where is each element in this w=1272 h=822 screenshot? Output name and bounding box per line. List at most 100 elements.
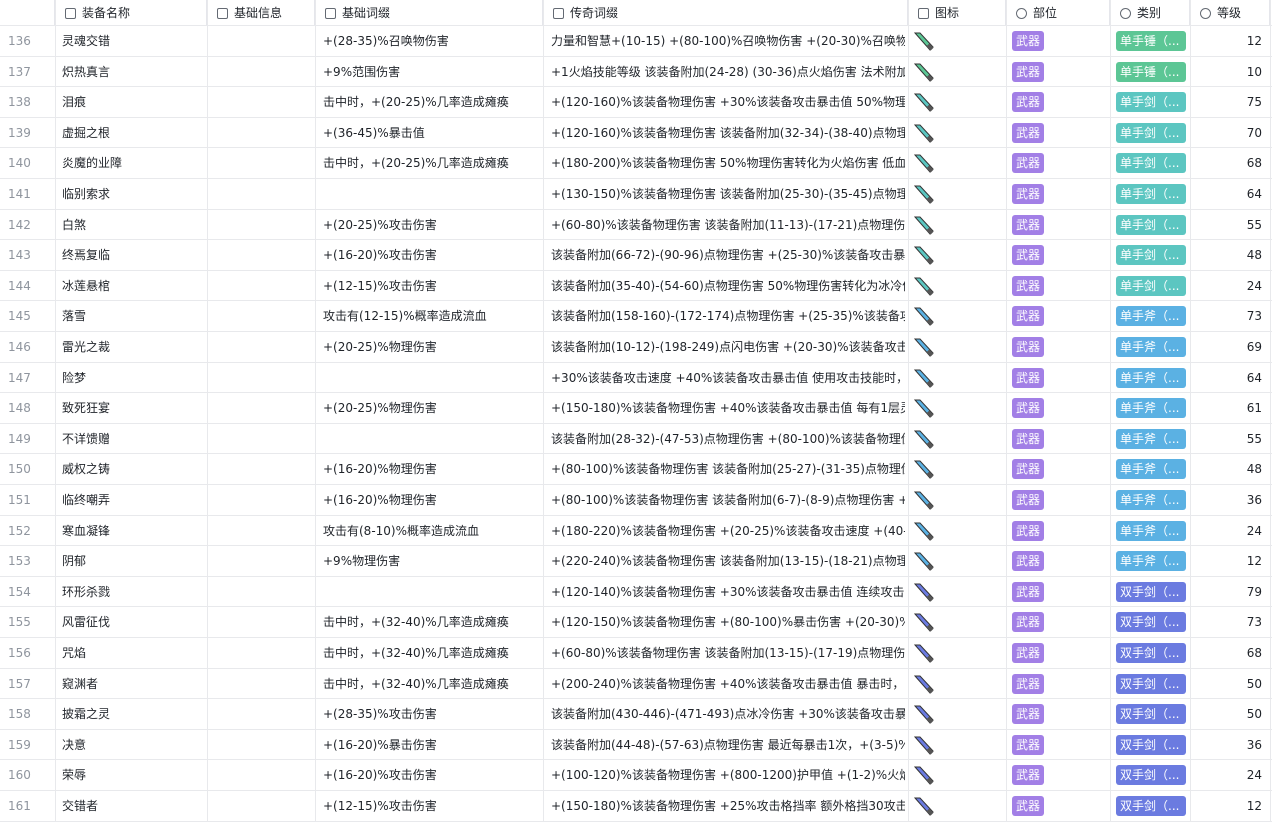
slot-tag: 武器	[1012, 306, 1045, 327]
row-line	[0, 637, 1272, 638]
legend-affix: +(180-200)%该装备物理伤害 50%物理伤害转化为火焰伤害 低血时…	[551, 156, 905, 171]
level: 36	[1246, 493, 1262, 507]
base-affix: +9%范围伤害	[323, 64, 401, 79]
legend-affix: +(80-100)%该装备物理伤害 该装备附加(25-27)-(31-35)点物…	[551, 462, 905, 477]
equipment-name: 临终嘲弄	[62, 493, 111, 507]
icon-art	[913, 338, 934, 357]
row-line	[0, 484, 1272, 485]
level: 24	[1246, 278, 1262, 293]
slot-tag: 武器	[1012, 122, 1045, 143]
legend-affix: +(180-220)%该装备物理伤害 +(20-25)%该装备攻击速度 +(40…	[551, 523, 905, 538]
slot-tag: 武器	[1012, 61, 1045, 82]
column-header[interactable]: 传奇词缀	[543, 0, 908, 26]
icon-art	[913, 32, 934, 51]
item-icon	[912, 642, 936, 664]
category-tag: 单手剑（...	[1116, 245, 1186, 266]
base-affix: +(28-35)%召唤物伤害	[323, 34, 449, 48]
equipment-name: 白煞	[62, 217, 87, 232]
item-icon	[912, 244, 936, 266]
item-icon	[912, 520, 936, 542]
column-type-icon	[217, 8, 228, 19]
column-header[interactable]: 部位	[1006, 0, 1110, 26]
row-number: 139	[8, 125, 31, 140]
item-icon	[912, 30, 936, 52]
column-type-icon	[918, 8, 929, 19]
category-tag: 双手剑（...	[1116, 581, 1186, 602]
slot-tag: 武器	[1012, 275, 1045, 296]
slot-tag: 武器	[1012, 245, 1045, 266]
row-line	[0, 575, 1272, 577]
row-line	[0, 790, 1272, 791]
icon-art	[913, 246, 934, 265]
row-number: 156	[8, 646, 31, 660]
slot-tag: 武器	[1012, 490, 1045, 510]
column-type-icon	[325, 8, 336, 19]
category-tag: 单手剑（...	[1116, 184, 1186, 204]
row-line	[0, 269, 1272, 271]
base-affix: 击中时，+(32-40)%几率造成瘫痪	[323, 676, 509, 691]
slot-tag: 武器	[1012, 92, 1045, 113]
legend-affix: 该装备附加(66-72)-(90-96)点物理伤害 +(25-30)%该装备攻击…	[551, 248, 905, 263]
legend-affix: 该装备附加(28-32)-(47-53)点物理伤害 +(80-100)%该装备物…	[551, 431, 905, 446]
legend-affix: +(130-150)%该装备物理伤害 该装备附加(25-30)-(35-45)点…	[551, 187, 905, 201]
equipment-name: 落雪	[62, 309, 87, 324]
category-tag: 单手剑（...	[1116, 92, 1186, 113]
column-type-icon	[553, 8, 564, 19]
slot-tag: 武器	[1012, 398, 1045, 419]
icon-art	[913, 613, 934, 633]
equipment-name: 雷光之裁	[62, 340, 111, 354]
row-line	[0, 422, 1272, 424]
header-text: 装备名称	[82, 6, 131, 20]
level: 12	[1246, 554, 1262, 569]
column-type-icon	[1200, 8, 1211, 19]
column-header[interactable]: 等级	[1190, 0, 1270, 26]
base-affix: +(16-20)%攻击伤害	[323, 248, 437, 263]
icon-art	[913, 185, 934, 204]
column-header[interactable]: 基础词缀	[315, 0, 543, 26]
base-affix: +(12-15)%攻击伤害	[323, 278, 437, 293]
row-line	[0, 178, 1272, 179]
item-icon	[912, 397, 936, 419]
row-number: 140	[8, 156, 31, 171]
row-number: 157	[8, 676, 31, 691]
row-line	[0, 698, 1272, 700]
equipment-name: 寒血凝锋	[62, 523, 111, 538]
category-tag: 单手斧（...	[1116, 459, 1186, 480]
icon-art	[913, 552, 934, 571]
item-icon	[912, 122, 936, 144]
row-line	[0, 116, 1272, 118]
icon-art	[913, 644, 934, 663]
column-header[interactable]: 基础信息	[207, 0, 315, 26]
equipment-name: 不详馈赠	[62, 431, 111, 446]
equipment-name: 临别索求	[62, 187, 111, 201]
column-header[interactable]: 装备名称	[55, 0, 207, 26]
legend-affix: 该装备附加(10-12)-(198-249)点闪电伤害 +(20-30)%该装备…	[551, 340, 905, 354]
column-header[interactable]: 类别	[1110, 0, 1190, 26]
level: 61	[1246, 401, 1262, 416]
row-number: 160	[8, 768, 31, 783]
row-number: 151	[8, 493, 31, 507]
column-line	[1270, 0, 1271, 822]
slot-tag: 武器	[1012, 459, 1045, 480]
row-number: 158	[8, 707, 31, 722]
slot-tag: 武器	[1012, 704, 1045, 725]
slot-tag: 武器	[1012, 520, 1045, 541]
item-icon	[912, 183, 936, 205]
row-line	[0, 514, 1272, 516]
item-icon	[912, 458, 936, 480]
level: 68	[1246, 646, 1262, 660]
item-icon	[912, 61, 936, 83]
row-line	[0, 453, 1272, 455]
slot-tag: 武器	[1012, 367, 1045, 388]
row-number: 152	[8, 523, 31, 538]
item-icon	[912, 367, 936, 389]
header-text: 类别	[1137, 6, 1162, 20]
equipment-name: 风雷征伐	[62, 615, 111, 630]
equipment-name: 炎魔的业障	[62, 156, 123, 171]
legend-affix: +(150-180)%该装备物理伤害 +25%攻击格挡率 额外格挡30攻击伤…	[551, 799, 905, 813]
level: 24	[1246, 523, 1262, 538]
slot-tag: 武器	[1012, 153, 1045, 174]
base-affix: 击中时，+(20-25)%几率造成瘫痪	[323, 95, 509, 110]
icon-art	[913, 430, 934, 449]
column-header[interactable]: 图标	[908, 0, 1006, 26]
